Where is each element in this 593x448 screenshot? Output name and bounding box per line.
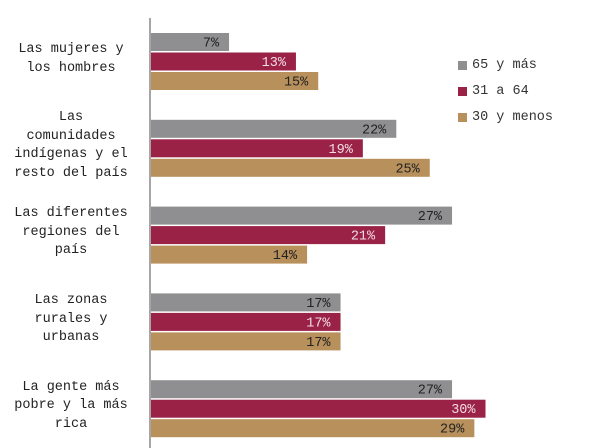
data-label: 27% — [418, 210, 443, 225]
category-label: Las diferentes regiones del país — [14, 206, 128, 259]
legend-swatch — [458, 112, 467, 122]
data-label: 25% — [395, 162, 420, 177]
category-label: Las zonas rurales y urbanas — [34, 293, 108, 346]
bar — [151, 33, 230, 51]
bar — [151, 419, 475, 438]
bar — [151, 245, 308, 264]
legend: 65 y más 31 a 64 30 y menos — [458, 52, 553, 130]
data-label: 17% — [306, 316, 331, 331]
bar — [151, 206, 453, 225]
legend-item-30-y-menos: 30 y menos — [458, 104, 553, 130]
legend-swatch — [458, 60, 467, 70]
bar — [151, 139, 363, 158]
category-label: Las mujeres y los hombres — [18, 42, 124, 76]
legend-item-65-y-mas: 65 y más — [458, 52, 553, 78]
data-label: 29% — [440, 423, 465, 438]
data-label: 14% — [273, 249, 298, 264]
bar — [151, 312, 341, 331]
data-label: 7% — [203, 37, 220, 52]
category-label: La gente más pobre y la más rica — [14, 379, 128, 432]
legend-label: 30 y menos — [472, 109, 554, 125]
bar — [151, 158, 430, 177]
bar — [151, 226, 386, 245]
bar — [151, 293, 341, 312]
bar — [151, 72, 319, 90]
legend-label: 31 a 64 — [472, 83, 529, 99]
legend-label: 65 y más — [472, 57, 537, 73]
data-label: 13% — [262, 56, 287, 71]
bar — [151, 332, 341, 351]
data-label: 30% — [451, 403, 476, 418]
data-label: 22% — [362, 123, 387, 138]
legend-swatch — [458, 86, 467, 96]
data-label: 27% — [418, 384, 443, 399]
bar — [151, 119, 397, 138]
legend-item-31-a-64: 31 a 64 — [458, 78, 553, 104]
data-label: 17% — [306, 336, 331, 351]
data-label: 21% — [351, 230, 376, 245]
category-label: Las comunidades indígenas y el resto del… — [14, 110, 128, 181]
bar — [151, 399, 486, 418]
bar — [151, 52, 296, 71]
data-label: 17% — [306, 297, 331, 312]
bar — [151, 380, 453, 399]
data-label: 15% — [284, 76, 309, 91]
data-label: 19% — [329, 143, 354, 158]
